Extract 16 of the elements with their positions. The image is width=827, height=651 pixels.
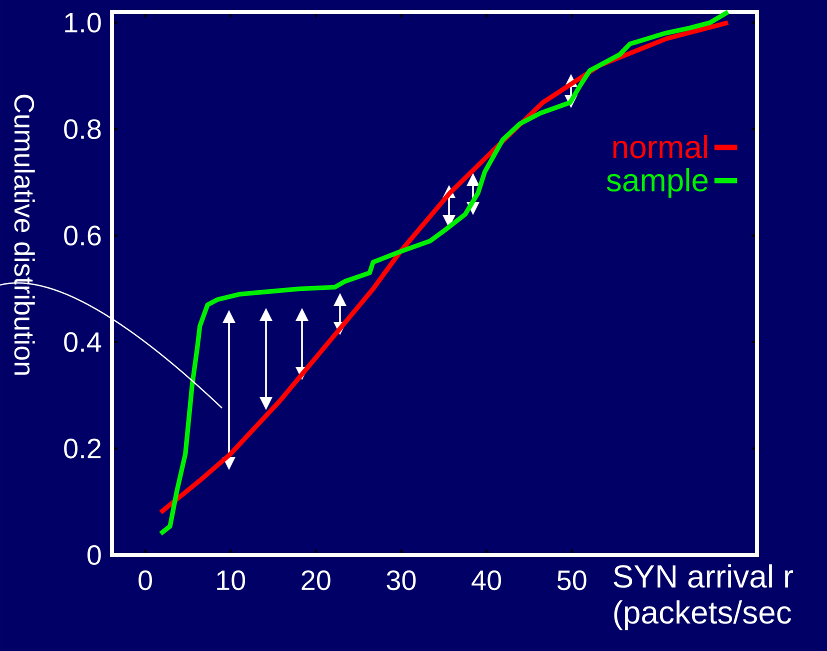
legend-label: sample: [606, 168, 708, 198]
x-tick-label: 0: [138, 570, 152, 590]
x-tick-label: 50: [557, 570, 586, 590]
legend-label: normal: [613, 134, 707, 158]
x-tick-label: 20: [302, 570, 330, 590]
y-tick-label: 1.0: [65, 12, 101, 33]
y-tick-label: 0.4: [64, 332, 102, 352]
y-axis-title: Cumulative distribution: [14, 94, 35, 375]
y-tick-label: 0.8: [64, 119, 101, 140]
x-tick-label: 10: [217, 570, 246, 590]
y-tick-label: 0: [87, 545, 101, 565]
y-tick-label: 0.2: [64, 438, 101, 458]
x-tick-label: 30: [386, 570, 416, 590]
y-tick-label: 0.6: [64, 226, 101, 246]
x-tick-label: 40: [472, 570, 502, 590]
x-axis-title: SYN arrival r (packets/sec: [614, 564, 794, 630]
